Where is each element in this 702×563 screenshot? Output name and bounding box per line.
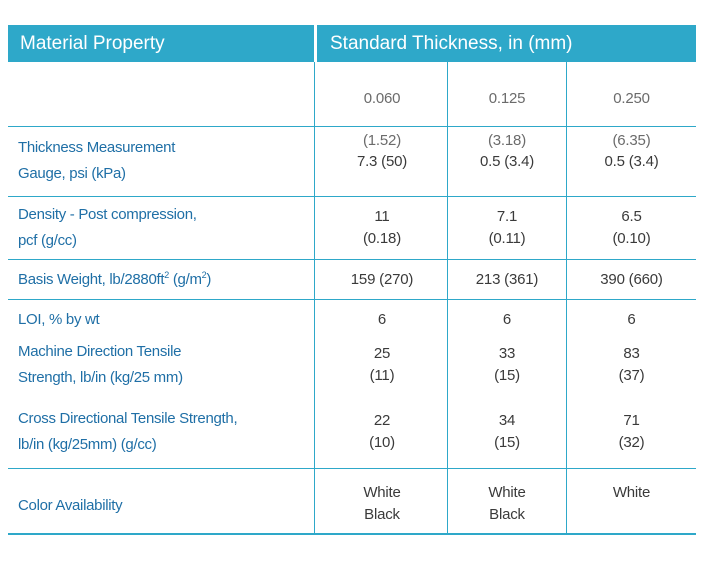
value-cell: 71 (32) — [618, 412, 645, 451]
column-divider — [447, 62, 448, 535]
material-properties-table: Material Property Standard Thickness, in… — [8, 25, 696, 535]
thickness-col-3: 0.250 (6.35) — [567, 67, 696, 151]
value-cell: 6 — [502, 311, 512, 328]
row-divider — [8, 196, 696, 197]
row-label-basis-weight: Basis Weight, lb/2880ft2 (g/m2) — [18, 271, 308, 289]
value-cell: 213 (361) — [475, 271, 539, 288]
label-line: Strength, lb/in (kg/25 mm) — [18, 369, 183, 386]
value-cell: 159 (270) — [350, 271, 414, 288]
value-cell: 6 — [627, 311, 636, 328]
value-cell: 6 — [377, 311, 387, 328]
label-line: lb/in (kg/25mm) (g/cc) — [18, 436, 157, 453]
value-cell: 11 (0.18) — [363, 208, 401, 247]
value-cell: 22 (10) — [369, 412, 395, 451]
label-line: Machine Direction Tensile — [18, 343, 182, 360]
thickness-mm: (6.35) — [612, 132, 651, 149]
label-line: Density - Post compression, — [18, 206, 197, 223]
value-cell: 0.5 (3.4) — [479, 153, 535, 170]
thickness-col-1: 0.060 (1.52) — [317, 67, 447, 151]
row-label-machine-tensile: Machine Direction Tensile Strength, lb/i… — [18, 339, 308, 391]
row-divider — [8, 299, 696, 300]
value-cell: 7.1 (0.11) — [488, 208, 526, 247]
column-divider — [566, 62, 567, 535]
value-cell: 25 (11) — [369, 345, 395, 384]
row-label-loi: LOI, % by wt — [18, 311, 100, 328]
row-label-cross-tensile: Cross Directional Tensile Strength, lb/i… — [18, 406, 308, 458]
thickness-col-2: 0.125 (3.18) — [448, 67, 566, 151]
value-cell: 33 (15) — [494, 345, 520, 384]
label-line: pcf (g/cc) — [18, 232, 77, 249]
label-line: Cross Directional Tensile Strength, — [18, 410, 238, 427]
row-divider — [8, 126, 696, 127]
value-cell: 83 (37) — [618, 345, 645, 384]
superscript: 2 — [164, 270, 169, 280]
label-text: Basis Weight, lb/2880ft — [18, 271, 165, 288]
header-material-property: Material Property — [8, 25, 314, 62]
row-label-density: Density - Post compression, pcf (g/cc) — [18, 202, 308, 254]
label-line: Gauge, psi (kPa) — [18, 165, 126, 182]
column-divider — [314, 62, 315, 535]
value-cell: 0.5 (3.4) — [604, 153, 659, 170]
label-line: Thickness Measurement — [18, 139, 176, 156]
label-text: (g/m — [168, 271, 202, 288]
row-divider — [8, 468, 696, 469]
thickness-mm: (1.52) — [363, 132, 401, 149]
table-bottom-rule — [8, 533, 696, 535]
value-cell: 34 (15) — [494, 412, 520, 451]
value-cell: 390 (660) — [600, 271, 663, 288]
thickness-mm: (3.18) — [488, 132, 526, 149]
row-label-thickness-gauge: Thickness Measurement Gauge, psi (kPa) — [18, 135, 308, 187]
row-label-color-availability: Color Availability — [18, 497, 123, 514]
superscript: 2 — [201, 270, 207, 280]
value-cell: White — [612, 484, 651, 501]
thickness-in: 0.060 — [363, 90, 401, 107]
value-cell: 6.5 (0.10) — [612, 208, 651, 247]
value-cell: White Black — [363, 484, 401, 523]
thickness-in: 0.250 — [613, 90, 650, 107]
header-standard-thickness: Standard Thickness, in (mm) — [317, 25, 696, 62]
value-cell: 7.3 (50) — [356, 153, 408, 170]
value-cell: White Black — [488, 484, 526, 523]
label-text: ) — [206, 271, 212, 288]
row-divider — [8, 259, 696, 260]
thickness-in: 0.125 — [488, 90, 526, 107]
